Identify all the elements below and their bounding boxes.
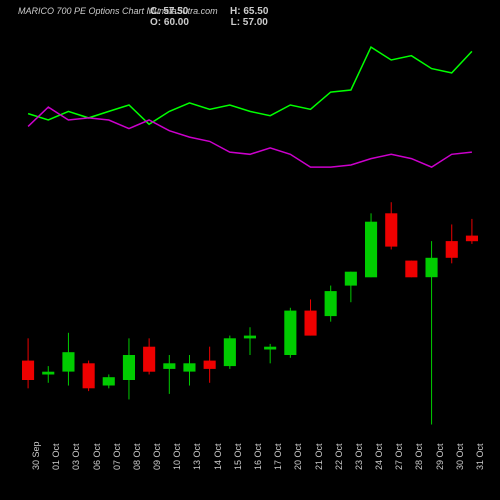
x-axis-label: 22 Oct (334, 443, 344, 470)
x-axis-label: 27 Oct (394, 443, 404, 470)
x-axis-label: 16 Oct (253, 443, 263, 470)
candle-body (42, 372, 54, 375)
x-axis-label: 08 Oct (132, 443, 142, 470)
x-axis-label: 30 Sep (31, 441, 41, 470)
candle-body (365, 222, 377, 278)
candle-body (204, 361, 216, 369)
x-axis-label: 14 Oct (213, 443, 223, 470)
x-axis-label: 23 Oct (354, 443, 364, 470)
candle-body (264, 347, 276, 350)
candle-body (83, 363, 95, 388)
candle-body (446, 241, 458, 258)
x-axis-label: 13 Oct (192, 443, 202, 470)
x-axis-label: 20 Oct (293, 443, 303, 470)
x-axis-label: 31 Oct (475, 443, 485, 470)
candle-body (466, 236, 478, 242)
candle-body (345, 272, 357, 286)
candle-body (385, 213, 397, 246)
x-axis-label: 09 Oct (152, 443, 162, 470)
candle-body (163, 363, 175, 369)
candle-body (224, 338, 236, 366)
x-axis-label: 15 Oct (233, 443, 243, 470)
candle-body (284, 311, 296, 355)
candle-body (22, 361, 34, 380)
x-axis-labels: 30 Sep 01 Oct 03 Oct 06 Oct 07 Oct 08 Oct 09 O… (18, 432, 482, 492)
candle-body (325, 291, 337, 316)
x-axis-label: 21 Oct (314, 443, 324, 470)
candle-body (305, 311, 317, 336)
candle-body (103, 377, 115, 385)
x-axis-label: 10 Oct (172, 443, 182, 470)
x-axis-label: 06 Oct (92, 443, 102, 470)
x-axis-label: 28 Oct (414, 443, 424, 470)
x-axis-label: 29 Oct (435, 443, 445, 470)
candle-body (62, 352, 74, 371)
candle-body (123, 355, 135, 380)
x-axis-label: 17 Oct (273, 443, 283, 470)
chart-plot (18, 30, 482, 430)
candle-body (405, 261, 417, 278)
ohlc-readout: C: 57.50 H: 65.50 O: 60.00 L: 57.00 (150, 6, 268, 28)
candle-body (244, 336, 256, 339)
indicator-line-green (28, 47, 472, 124)
x-axis-label: 03 Oct (71, 443, 81, 470)
candle-body (183, 363, 195, 371)
candle-body (143, 347, 155, 372)
x-axis-label: 30 Oct (455, 443, 465, 470)
candle-body (426, 258, 438, 277)
x-axis-label: 24 Oct (374, 443, 384, 470)
x-axis-label: 01 Oct (51, 443, 61, 470)
x-axis-label: 07 Oct (112, 443, 122, 470)
